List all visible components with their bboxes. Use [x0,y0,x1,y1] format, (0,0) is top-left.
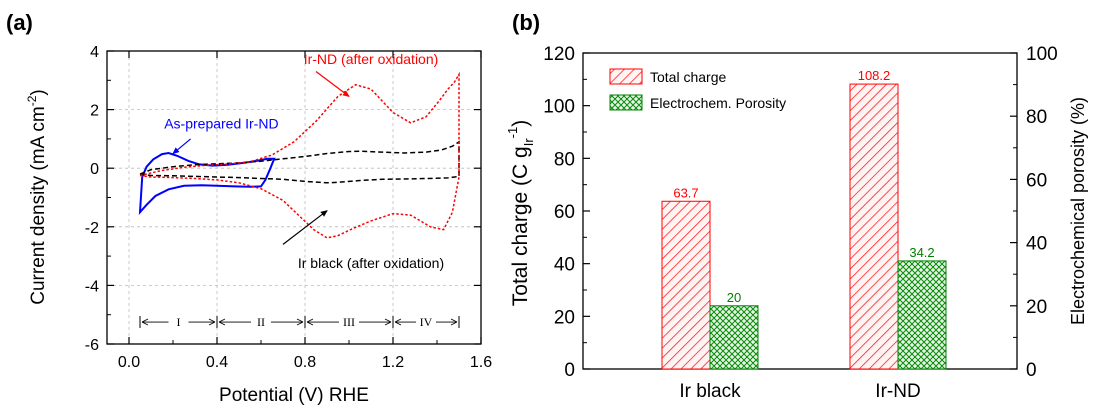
panel-a-ticks: 0.0 0.4 0.8 1.2 1.6 -6 -4 -2 0 2 4 [85,44,492,371]
annotation-arrow [282,210,328,245]
y-left-tick-label: 0 [564,360,575,381]
legend-swatch [609,94,643,111]
panel-b-y-left-end: ) [509,120,532,127]
panel-b-bars: Ir black 63.7 20 Ir-ND 108.2 34.2 [661,68,947,402]
x-tick-label: 1.6 [470,354,492,371]
region-arrowhead [208,318,216,326]
region-arrowhead [141,318,149,326]
panel-a-label: (a) [6,10,33,35]
region-arrowhead [450,318,458,326]
y-left-tick-label: 20 [554,307,575,328]
legend-label: Electrochem. Porosity [650,95,786,111]
region-label: II [257,315,265,329]
annotation-arrow [172,138,191,155]
panel-a-y-title-sup: -2 [25,95,39,106]
bar-total-charge [849,83,899,370]
region-arrowhead [306,318,314,326]
panel-b: (b) 0 20 40 60 80 100 120 0 20 40 60 80 100 Ir black… [505,10,1088,402]
bar-porosity [897,260,947,370]
panel-a-grid [107,51,481,344]
x-tick-label: 0.4 [206,354,228,371]
region-label: I [177,315,181,329]
panel-b-y-left-main: Total charge (C g [509,146,532,306]
panel-b-y-left-title: Total charge (C gIr-1) [505,120,536,306]
bar-value-label: 34.2 [909,245,934,260]
y-tick-label: -4 [85,278,99,295]
legend-label: Total charge [650,69,726,85]
y-right-tick-label: 80 [1026,107,1047,128]
annotation-arrow [315,71,350,98]
region-label: IV [420,315,433,329]
panel-b-y-left-sub: Ir [521,138,536,147]
x-tick-label: 1.2 [382,354,404,371]
category-label: Ir black [679,381,741,402]
y-right-tick-label: 0 [1026,360,1037,381]
region-arrowhead [296,318,304,326]
x-tick-label: 0.0 [118,354,140,371]
y-tick-label: -6 [85,337,99,354]
y-right-tick-label: 20 [1026,297,1047,318]
y-tick-label: 2 [90,103,99,120]
bar-total-charge [661,200,711,370]
bar-value-label: 108.2 [858,68,891,83]
y-right-tick-label: 60 [1026,170,1047,191]
y-tick-label: 0 [90,161,99,178]
panel-a-annotations: As-prepared Ir-ND Ir-ND (after oxidation)… [164,51,444,271]
panel-a-lines [138,71,460,239]
cv-curve-as-prepared-ir-nd [138,151,276,216]
y-left-tick-label: 100 [543,97,575,118]
panel-a-x-axis-title: Potential (V) RHE [219,385,369,406]
panel-b-frame [582,52,1018,370]
y-tick-label: 4 [90,44,99,61]
annotation-label: Ir-ND (after oxidation) [304,51,439,67]
panel-b-legend: Total charge Electrochem. Porosity [609,68,786,111]
y-tick-label: -2 [85,220,99,237]
cv-curve-ir-nd-after-oxidation [139,71,460,239]
panel-a-regions: I II III IV [139,315,460,329]
panel-a-y-title-end: ) [28,89,49,95]
region-arrowhead [384,318,392,326]
annotation-label: Ir black (after oxidation) [298,255,444,271]
panel-b-y-right-title: Electrochemical porosity (%) [1068,97,1088,325]
panel-a-y-axis-title: Current density (mA cm-2) [25,89,49,305]
y-right-tick-label: 100 [1026,44,1058,65]
region-label: III [343,315,355,329]
x-tick-label: 0.8 [294,354,316,371]
annotation-label: As-prepared Ir-ND [164,116,278,132]
panel-a-frame [106,50,482,345]
cv-curve-ir-black-after-oxidation [139,140,460,184]
region-arrowhead [394,318,402,326]
bar-value-label: 63.7 [673,185,698,200]
y-left-tick-label: 80 [554,149,575,170]
legend-swatch [609,68,643,85]
y-left-tick-label: 40 [554,255,575,276]
region-arrowhead [218,318,226,326]
y-left-tick-label: 120 [543,44,575,65]
y-right-tick-label: 40 [1026,234,1047,255]
bar-value-label: 20 [727,290,741,305]
panel-b-label: (b) [512,10,540,35]
panel-a-y-title-main: Current density (mA cm [28,106,49,305]
category-label: Ir-ND [875,381,920,402]
panel-b-y-left-sup: -1 [505,127,520,139]
y-left-tick-label: 60 [554,202,575,223]
bar-porosity [709,305,759,370]
panel-b-ticks: 0 20 40 60 80 100 120 0 20 40 60 80 100 [543,44,1057,381]
